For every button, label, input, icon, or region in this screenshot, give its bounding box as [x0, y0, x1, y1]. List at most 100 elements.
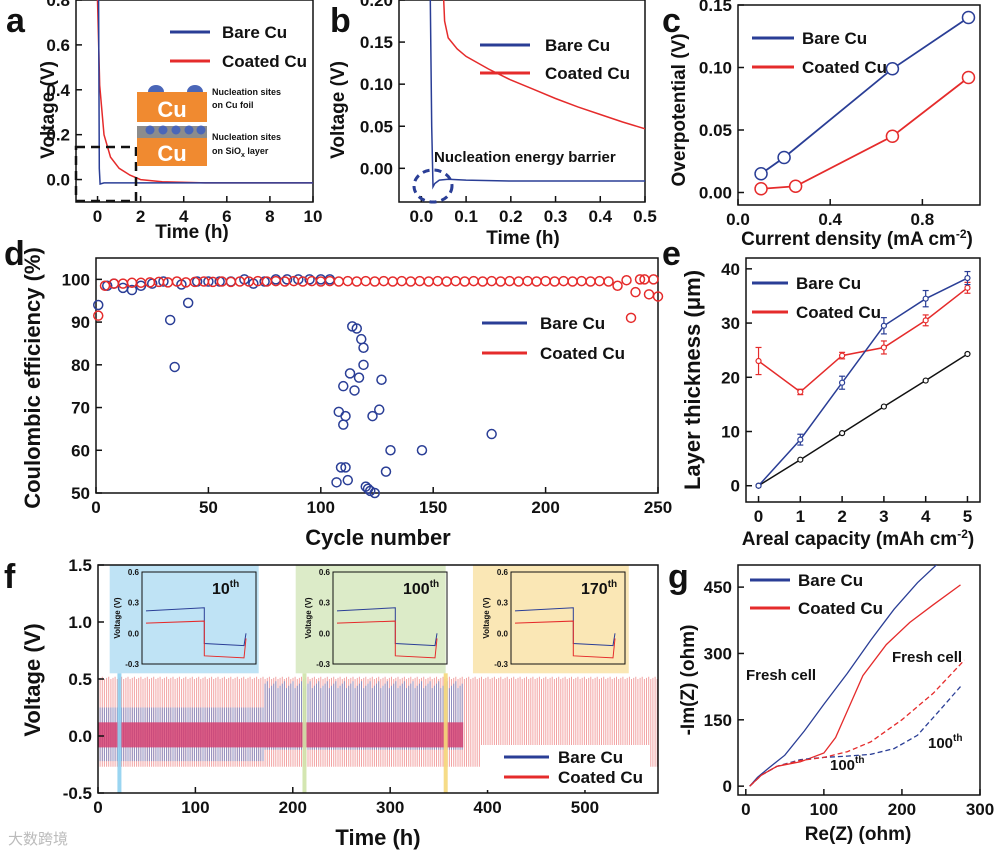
inset-10th: 0.6 0.3 0.0 -0.3 Voltage (V) 10th [113, 568, 257, 669]
inset-coated-curve [145, 620, 247, 659]
legend-g-bare: Bare Cu [798, 571, 863, 590]
x-tick-label: 0 [93, 798, 102, 817]
legend-c-coated: Coated Cu [802, 58, 887, 77]
panel-a-inset-schematic: Cu Nucleation sites on Cu foil Cu Nuclea… [137, 85, 281, 166]
y-tick-label: 0.4 [46, 81, 70, 100]
coated-cu-point [333, 276, 345, 287]
bare-cu-point [885, 62, 900, 76]
inset-cycle-number: 10 [212, 581, 230, 598]
bare-point [839, 379, 846, 386]
x-tick-label: 400 [473, 798, 501, 817]
x-tick-label: 200 [279, 798, 307, 817]
coated-point [880, 344, 887, 351]
bare-cu-point [351, 323, 363, 334]
y-tick-label: 0.8 [46, 0, 70, 10]
x-tick-label: 500 [571, 798, 599, 817]
panel-g-frame [737, 564, 981, 796]
bare-cu-point [358, 359, 369, 371]
inset-caption-3: Nucleation sites [212, 132, 281, 142]
bare-cu-point [961, 10, 976, 25]
inset-y-tick: 0.6 [319, 568, 331, 577]
panel-c-series [754, 10, 976, 196]
panel-b-y-label: Voltage (V) [328, 61, 349, 159]
y-tick-label: 0 [731, 477, 740, 496]
x-tick-label: 0 [91, 498, 100, 517]
watermark: 大数跨境 [8, 831, 69, 848]
panel-a-zoom-box [74, 145, 138, 203]
panel-d-x-ticks: 0 50 100 150 200 250 [91, 487, 672, 517]
panel-g-fresh-bare: Fresh cell [746, 667, 816, 684]
y-tick-label: 40 [721, 260, 740, 279]
y-tick-label: 20 [721, 368, 740, 387]
panel-g-x-ticks: 0 100 200 300 [741, 789, 994, 819]
coated-cu-point [423, 276, 434, 287]
panel-e-frame [745, 257, 981, 503]
bare-cu-point [376, 374, 387, 386]
coated-point [964, 284, 971, 291]
inset-caption-2: on Cu foil [212, 100, 254, 110]
x-tick-label: 100 [307, 498, 335, 517]
panel-a-x-label: Time (h) [155, 222, 229, 243]
panel-letter-e: e [662, 235, 681, 273]
panel-e: e 0 1 2 3 4 5 0 10 20 30 40 Areal capacity (mAh c… [662, 235, 981, 550]
cu-block-2 [137, 138, 207, 166]
panel-b-y-ticks: 0.00 0.05 0.10 0.15 0.20 [360, 0, 405, 178]
inset-y-tick: 0.0 [319, 629, 331, 638]
panel-d-frame [95, 257, 659, 494]
inset-band-0 [109, 565, 259, 674]
x-tick-label: 3 [879, 507, 888, 526]
inset-y-tick: -0.3 [125, 660, 139, 669]
coated-cu-point [625, 312, 637, 324]
y-tick-label: 0.0 [68, 727, 92, 746]
reference-point [880, 403, 887, 410]
cycle-marker-1 [302, 673, 307, 793]
reference-point [797, 456, 804, 463]
bare-cu-point [203, 276, 214, 287]
panel-f-series [97, 676, 658, 767]
panel-letter-c: c [662, 2, 681, 40]
y-tick-label: 30 [721, 314, 740, 333]
panel-f-cycle-markers [117, 673, 448, 793]
coated-cu-point [652, 291, 664, 302]
cu-block-2-label: Cu [157, 141, 186, 166]
x-tick-label: 100 [181, 798, 209, 817]
reference-point [964, 350, 971, 358]
coated-cu-point [567, 276, 578, 287]
x-tick-label: 1 [796, 507, 805, 526]
panel-b-series [429, 0, 645, 190]
panel-b-annotation: Nucleation energy barrier [434, 149, 616, 166]
reference-point [922, 377, 929, 384]
x-tick-label: 4 [921, 507, 931, 526]
panel-g-y-ticks: 0 150 300 450 [704, 578, 744, 796]
panel-b-frame [398, 0, 646, 203]
coated-cu-point [414, 275, 425, 287]
bare-cu-point [356, 333, 367, 345]
y-tick-label: 60 [71, 441, 90, 460]
coated-cu-point [387, 276, 398, 287]
x-tick-label: 5 [963, 507, 972, 526]
y-tick-label: 0.0 [46, 171, 70, 190]
bare-cu-fresh-line [749, 565, 938, 787]
coated-cu-point [531, 276, 542, 287]
y-tick-label: 90 [71, 313, 90, 332]
panel-f-x-ticks: 0 100 200 300 400 500 [93, 787, 599, 817]
coated-cu-point [405, 276, 416, 287]
coated-cu-point [477, 276, 488, 287]
coated-cu-point [594, 275, 605, 287]
x-tick-label: 0 [741, 800, 750, 819]
coated-cu-point [513, 276, 524, 287]
legend-b-coated: Coated Cu [545, 64, 630, 83]
bare-cu-point [281, 274, 293, 285]
bare-cu-point [146, 278, 158, 289]
x-tick-label: 0.2 [499, 207, 523, 226]
bare-cu-point [158, 276, 169, 287]
coated-point [797, 388, 804, 396]
y-tick-label: 0.5 [68, 670, 92, 689]
bare-cu-point [353, 372, 365, 383]
panel-f: f 0 100 200 300 400 500 -0.50.00.51.01.5 0.60… [4, 556, 659, 850]
bare-cu-point [331, 477, 342, 488]
reference-point [839, 430, 846, 437]
x-tick-label: 0.3 [544, 207, 568, 226]
bare-cu-point [349, 385, 360, 396]
bare-cu-point [340, 410, 351, 422]
